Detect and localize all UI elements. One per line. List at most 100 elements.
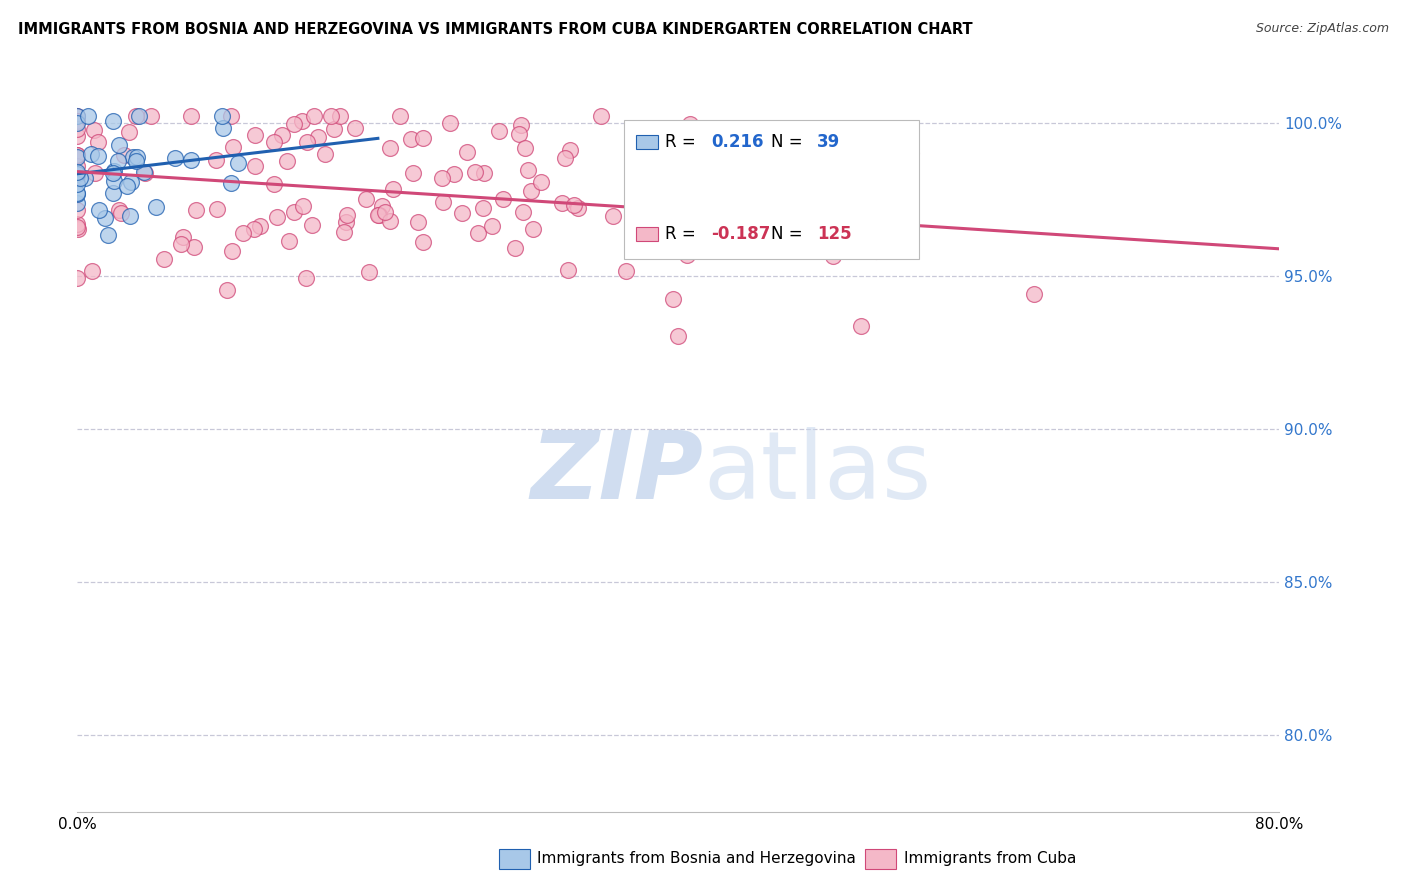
Point <box>263 178 285 192</box>
Point <box>127 150 149 164</box>
Point <box>211 120 233 135</box>
Point <box>117 179 139 194</box>
Point <box>354 192 377 206</box>
Point <box>277 235 299 249</box>
Point <box>283 204 305 219</box>
Point <box>367 208 389 222</box>
Point <box>134 166 156 180</box>
Point <box>128 110 150 124</box>
Point <box>226 155 249 169</box>
Point <box>323 122 346 136</box>
Point <box>86 135 108 149</box>
Point <box>82 263 104 277</box>
Point <box>678 117 700 131</box>
Point <box>314 147 336 161</box>
Point <box>94 211 117 225</box>
Point <box>69 170 91 185</box>
Point <box>865 244 887 258</box>
Point <box>266 210 288 224</box>
Point <box>66 147 89 161</box>
Text: -0.187: -0.187 <box>711 225 770 243</box>
Point <box>472 166 495 180</box>
Point <box>101 165 124 179</box>
Point <box>87 203 110 218</box>
Point <box>689 220 711 235</box>
Point <box>333 225 356 239</box>
Point <box>103 164 125 178</box>
Point <box>110 206 132 220</box>
Text: R =: R = <box>665 225 702 243</box>
Point <box>107 202 129 217</box>
Point <box>66 110 89 124</box>
Point <box>374 204 396 219</box>
Point <box>304 110 326 124</box>
Point <box>120 175 142 189</box>
Point <box>66 178 89 192</box>
Point <box>108 138 131 153</box>
Point <box>103 186 125 200</box>
Point <box>66 222 89 236</box>
Point <box>443 167 465 181</box>
Point <box>738 179 761 194</box>
Point <box>567 202 589 216</box>
Point <box>66 113 89 128</box>
Point <box>520 184 543 198</box>
Point <box>412 235 434 249</box>
Point <box>180 153 202 167</box>
Text: N =: N = <box>770 225 807 243</box>
Point <box>118 125 141 139</box>
Point <box>66 220 89 235</box>
Point <box>170 237 193 252</box>
Point <box>66 169 89 184</box>
Point <box>66 203 89 218</box>
Point <box>163 152 186 166</box>
Point <box>378 214 401 228</box>
Point <box>172 229 194 244</box>
Point <box>343 120 366 135</box>
Point <box>66 171 89 186</box>
Point <box>472 201 495 215</box>
Point <box>643 214 665 228</box>
Point <box>439 115 461 129</box>
Point <box>66 160 89 174</box>
Point <box>243 128 266 143</box>
Point <box>122 150 145 164</box>
Point <box>432 194 454 209</box>
Point <box>451 205 474 219</box>
Point <box>83 122 105 136</box>
Point <box>319 110 342 124</box>
Point <box>66 271 89 285</box>
Point <box>382 182 405 196</box>
Point <box>245 159 267 173</box>
Point <box>900 145 922 160</box>
Point <box>467 226 489 240</box>
Point <box>662 292 685 306</box>
Point <box>1022 287 1045 301</box>
Text: ZIP: ZIP <box>530 426 703 519</box>
Point <box>66 196 89 211</box>
Point <box>66 186 89 201</box>
Point <box>849 319 872 334</box>
Point <box>291 113 314 128</box>
Point <box>87 149 110 163</box>
Point <box>221 244 243 258</box>
Text: IMMIGRANTS FROM BOSNIA AND HERZEGOVINA VS IMMIGRANTS FROM CUBA KINDERGARTEN CORR: IMMIGRANTS FROM BOSNIA AND HERZEGOVINA V… <box>18 22 973 37</box>
Text: Immigrants from Bosnia and Herzegovina: Immigrants from Bosnia and Herzegovina <box>537 851 856 865</box>
Point <box>591 110 613 124</box>
Point <box>84 166 107 180</box>
Point <box>481 219 503 234</box>
Point <box>821 249 844 263</box>
Point <box>101 113 124 128</box>
Point <box>270 128 292 143</box>
Point <box>66 129 89 144</box>
Point <box>112 147 135 161</box>
Point <box>125 110 148 124</box>
Point <box>66 121 89 136</box>
Point <box>336 208 359 222</box>
Point <box>219 177 242 191</box>
Point <box>97 227 120 242</box>
Point <box>204 153 226 167</box>
Point <box>249 219 271 234</box>
Point <box>367 208 389 222</box>
Point <box>412 130 434 145</box>
